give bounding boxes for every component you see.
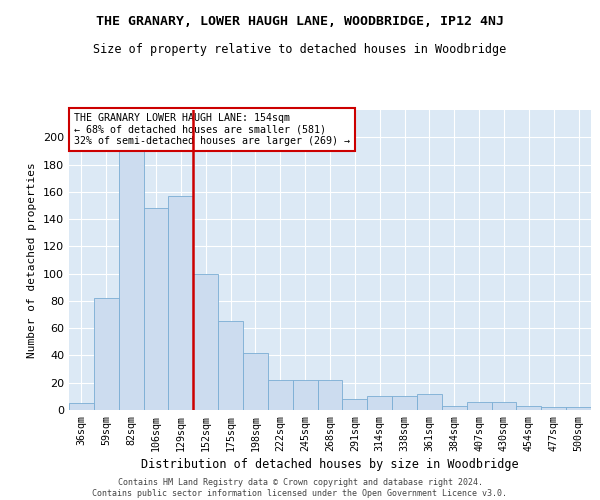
Text: THE GRANARY, LOWER HAUGH LANE, WOODBRIDGE, IP12 4NJ: THE GRANARY, LOWER HAUGH LANE, WOODBRIDG… xyxy=(96,15,504,28)
Bar xyxy=(517,406,541,410)
Bar xyxy=(566,408,591,410)
Bar xyxy=(69,403,94,410)
Bar xyxy=(491,402,517,410)
Bar xyxy=(343,399,367,410)
Bar xyxy=(367,396,392,410)
Text: THE GRANARY LOWER HAUGH LANE: 154sqm
← 68% of detached houses are smaller (581)
: THE GRANARY LOWER HAUGH LANE: 154sqm ← 6… xyxy=(74,113,350,146)
Bar xyxy=(392,396,417,410)
Bar xyxy=(94,298,119,410)
Bar xyxy=(541,408,566,410)
Bar xyxy=(218,322,243,410)
Bar xyxy=(293,380,317,410)
Bar xyxy=(143,208,169,410)
Bar xyxy=(467,402,491,410)
Text: Contains HM Land Registry data © Crown copyright and database right 2024.
Contai: Contains HM Land Registry data © Crown c… xyxy=(92,478,508,498)
Y-axis label: Number of detached properties: Number of detached properties xyxy=(28,162,37,358)
Bar xyxy=(193,274,218,410)
Text: Size of property relative to detached houses in Woodbridge: Size of property relative to detached ho… xyxy=(94,42,506,56)
X-axis label: Distribution of detached houses by size in Woodbridge: Distribution of detached houses by size … xyxy=(141,458,519,471)
Bar xyxy=(243,352,268,410)
Bar xyxy=(417,394,442,410)
Bar xyxy=(268,380,293,410)
Bar xyxy=(317,380,343,410)
Bar xyxy=(169,196,193,410)
Bar xyxy=(119,151,143,410)
Bar xyxy=(442,406,467,410)
